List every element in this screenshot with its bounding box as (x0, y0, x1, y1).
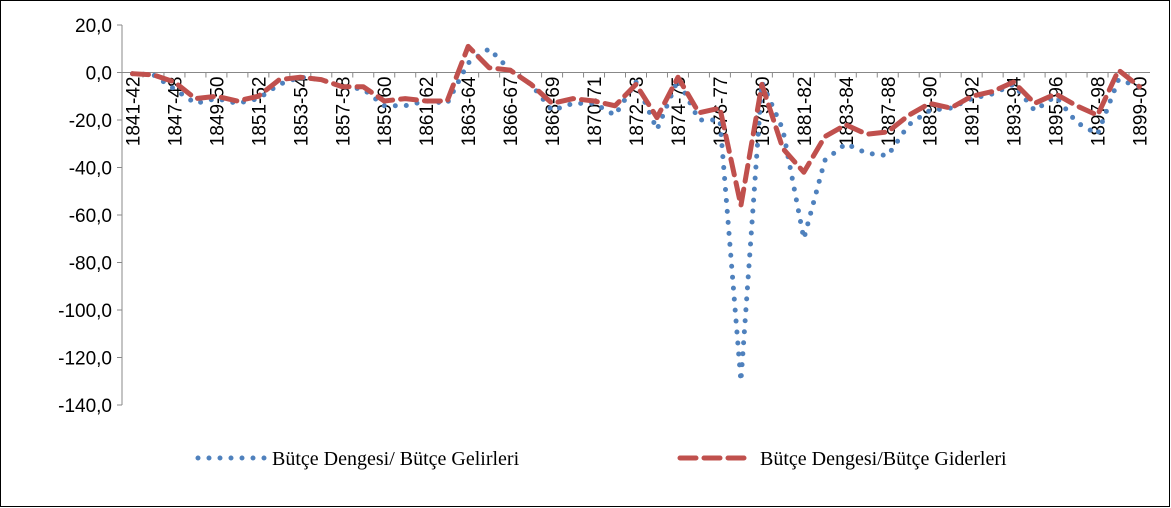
x-tick-label: 1859-60 (375, 77, 396, 147)
y-tick-label: -140,0 (58, 396, 112, 417)
x-tick-label: 1866-67 (501, 77, 522, 147)
series-line (129, 43, 1143, 208)
y-tick-label: -120,0 (58, 349, 112, 370)
x-tick-label: 1870-71 (585, 77, 606, 147)
x-tick-label: 1853-54 (291, 76, 312, 146)
y-tick-label: -80,0 (69, 254, 112, 275)
legend-label: Bütçe Dengesi/ Bütçe Gelirleri (272, 448, 520, 470)
y-tick-label: -20,0 (69, 111, 112, 132)
x-tick-label: 1895-96 (1047, 77, 1068, 147)
legend-label: Bütçe Dengesi/Bütçe Giderleri (760, 448, 1007, 470)
x-tick-label: 1881-82 (795, 77, 816, 147)
x-tick-label: 1861-62 (417, 77, 438, 147)
x-tick-label: 1841-42 (123, 77, 144, 147)
x-tick-label: 1899-00 (1131, 77, 1152, 147)
y-tick-label: -100,0 (58, 301, 112, 322)
y-tick-label: 0,0 (86, 64, 112, 85)
y-tick-label: -40,0 (69, 159, 112, 180)
x-tick-label: 1891-92 (963, 77, 984, 147)
y-tick-label: -60,0 (69, 206, 112, 227)
x-tick-label: 1863-64 (459, 76, 480, 146)
x-tick-label: 1857-58 (333, 77, 354, 147)
y-tick-label: 20,0 (75, 16, 112, 37)
x-tick-label: 1883-84 (837, 76, 858, 146)
x-tick-label: 1887-88 (879, 77, 900, 147)
x-tick-label: 1889-90 (921, 77, 942, 147)
x-tick-label: 1868-69 (543, 77, 564, 147)
x-tick-label: 1849-50 (207, 77, 228, 147)
